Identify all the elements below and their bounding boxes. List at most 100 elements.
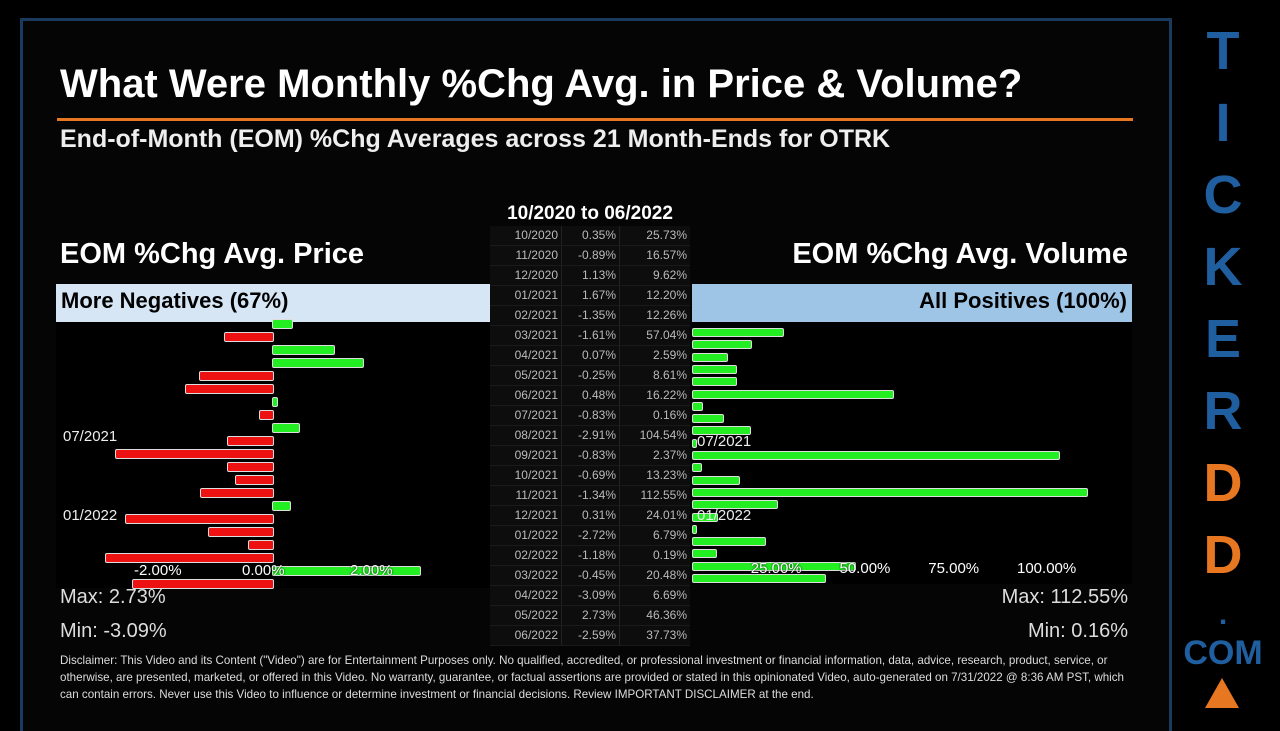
price-bar (247, 540, 274, 550)
price-chg-cell: -2.72% (562, 526, 620, 545)
month-cell: 03/2021 (490, 326, 562, 345)
price-bar (272, 501, 291, 511)
volume-axis-tick: 100.00% (1017, 560, 1077, 577)
volume-bar (692, 377, 737, 387)
month-cell: 01/2022 (490, 526, 562, 545)
volume-bar (692, 463, 703, 473)
price-chg-cell: -0.89% (562, 246, 620, 265)
volume-note-0122: 01/2022 (697, 507, 752, 524)
volume-axis-tick: 50.00% (839, 560, 891, 577)
price-bar (272, 566, 422, 576)
price-bar (208, 527, 274, 537)
price-bar (234, 475, 274, 485)
volume-chg-cell: 8.61% (652, 368, 687, 382)
table-row: 11/2020 -0.89% 16.57% (490, 246, 690, 266)
price-note-0721: 07/2021 (63, 428, 118, 445)
volume-axis-tick: 75.00% (928, 560, 980, 577)
warning-triangle-icon (1205, 678, 1239, 708)
price-heading: EOM %Chg Avg. Price (60, 238, 365, 270)
price-bar (227, 462, 274, 472)
volume-bar (692, 414, 725, 424)
price-chg-cell: 1.13% (562, 266, 620, 285)
table-row: 08/2021 -2.91% 104.54% (490, 426, 690, 446)
volume-chg-cell: 20.48% (646, 568, 687, 582)
month-cell: 10/2021 (490, 466, 562, 485)
price-min: Min: -3.09% (60, 620, 167, 642)
price-chg-cell: -2.91% (562, 426, 620, 445)
logo-letter: E (1204, 309, 1242, 369)
table-row: 07/2021 -0.83% 0.16% (490, 406, 690, 426)
volume-chg-cell: 6.69% (652, 588, 687, 602)
month-cell: 11/2021 (490, 486, 562, 505)
volume-chg-cell: 104.54% (639, 428, 687, 442)
price-bar (258, 410, 274, 420)
price-chg-cell: -0.45% (562, 566, 620, 585)
month-cell: 03/2022 (490, 566, 562, 585)
logo-letter: D (1203, 525, 1243, 585)
price-chg-cell: -3.09% (562, 586, 620, 605)
volume-chg-cell: 0.16% (652, 408, 687, 422)
volume-chg-cell: 6.79% (652, 528, 687, 542)
price-bar-chart: -2.00% 0.00% 2.00% 07/2021 01/2022 (56, 319, 490, 589)
volume-bar (692, 487, 1088, 497)
logo-letter: C (1203, 165, 1243, 225)
volume-bar (692, 389, 894, 399)
price-chg-cell: -1.34% (562, 486, 620, 505)
logo-letter: I (1215, 93, 1231, 153)
price-chg-cell: 0.48% (562, 386, 620, 405)
volume-axis-tick: 25.00% (750, 560, 802, 577)
price-axis-tick: 2.00% (350, 562, 393, 579)
month-cell: 10/2020 (490, 226, 562, 245)
volume-chg-cell: 16.57% (646, 248, 687, 262)
month-cell: 11/2020 (490, 246, 562, 265)
price-chg-cell: 0.35% (562, 226, 620, 245)
table-row: 05/2021 -0.25% 8.61% (490, 366, 690, 386)
table-row: 04/2021 0.07% 2.59% (490, 346, 690, 366)
volume-bar (692, 401, 704, 411)
volume-chg-cell: 37.73% (646, 628, 687, 642)
price-chg-cell: -0.83% (562, 446, 620, 465)
price-max: Max: 2.73% (60, 586, 166, 608)
table-row: 10/2020 0.35% 25.73% (490, 226, 690, 246)
price-chg-cell: -1.18% (562, 546, 620, 565)
logo-letter: D (1203, 453, 1243, 513)
price-chg-cell: -2.59% (562, 626, 620, 645)
table-row: 06/2022 -2.59% 37.73% (490, 626, 690, 646)
price-bar (114, 449, 274, 459)
volume-chg-cell: 25.73% (646, 228, 687, 242)
month-cell: 02/2022 (490, 546, 562, 565)
month-cell: 04/2022 (490, 586, 562, 605)
price-bar (272, 358, 365, 368)
volume-chg-cell: 12.20% (646, 288, 687, 302)
volume-chg-cell: 12.26% (646, 308, 687, 322)
volume-chg-cell: 112.55% (640, 488, 687, 502)
month-cell: 04/2021 (490, 346, 562, 365)
volume-chg-cell: 0.19% (652, 548, 687, 562)
volume-bar (692, 340, 752, 350)
month-cell: 12/2020 (490, 266, 562, 285)
volume-bar (692, 438, 697, 448)
month-cell: 05/2022 (490, 606, 562, 625)
price-chg-cell: 1.67% (562, 286, 620, 305)
price-note-0122: 01/2022 (63, 507, 118, 524)
price-summary-band: More Negatives (67%) (56, 284, 490, 322)
logo-dot: . (1218, 598, 1228, 631)
table-row: 12/2021 0.31% 24.01% (490, 506, 690, 526)
price-axis-tick: -2.00% (134, 562, 182, 579)
month-cell: 06/2022 (490, 626, 562, 645)
price-bar (272, 397, 278, 407)
volume-bar (692, 500, 779, 510)
price-bar (272, 423, 300, 433)
table-row: 02/2021 -1.35% 12.26% (490, 306, 690, 326)
logo-letter: T (1206, 21, 1240, 81)
month-cell: 08/2021 (490, 426, 562, 445)
title-divider (57, 118, 1133, 121)
logo-letter: K (1203, 237, 1243, 297)
data-table: 10/2020 0.35% 25.73% 11/2020 -0.89% 16.57% 12/… (490, 226, 690, 646)
volume-bar (692, 451, 1060, 460)
date-range-label: 10/2020 to 06/2022 (507, 203, 673, 224)
month-cell: 07/2021 (490, 406, 562, 425)
volume-chg-cell: 57.04% (646, 328, 687, 342)
month-cell: 06/2021 (490, 386, 562, 405)
price-bar (199, 371, 274, 381)
